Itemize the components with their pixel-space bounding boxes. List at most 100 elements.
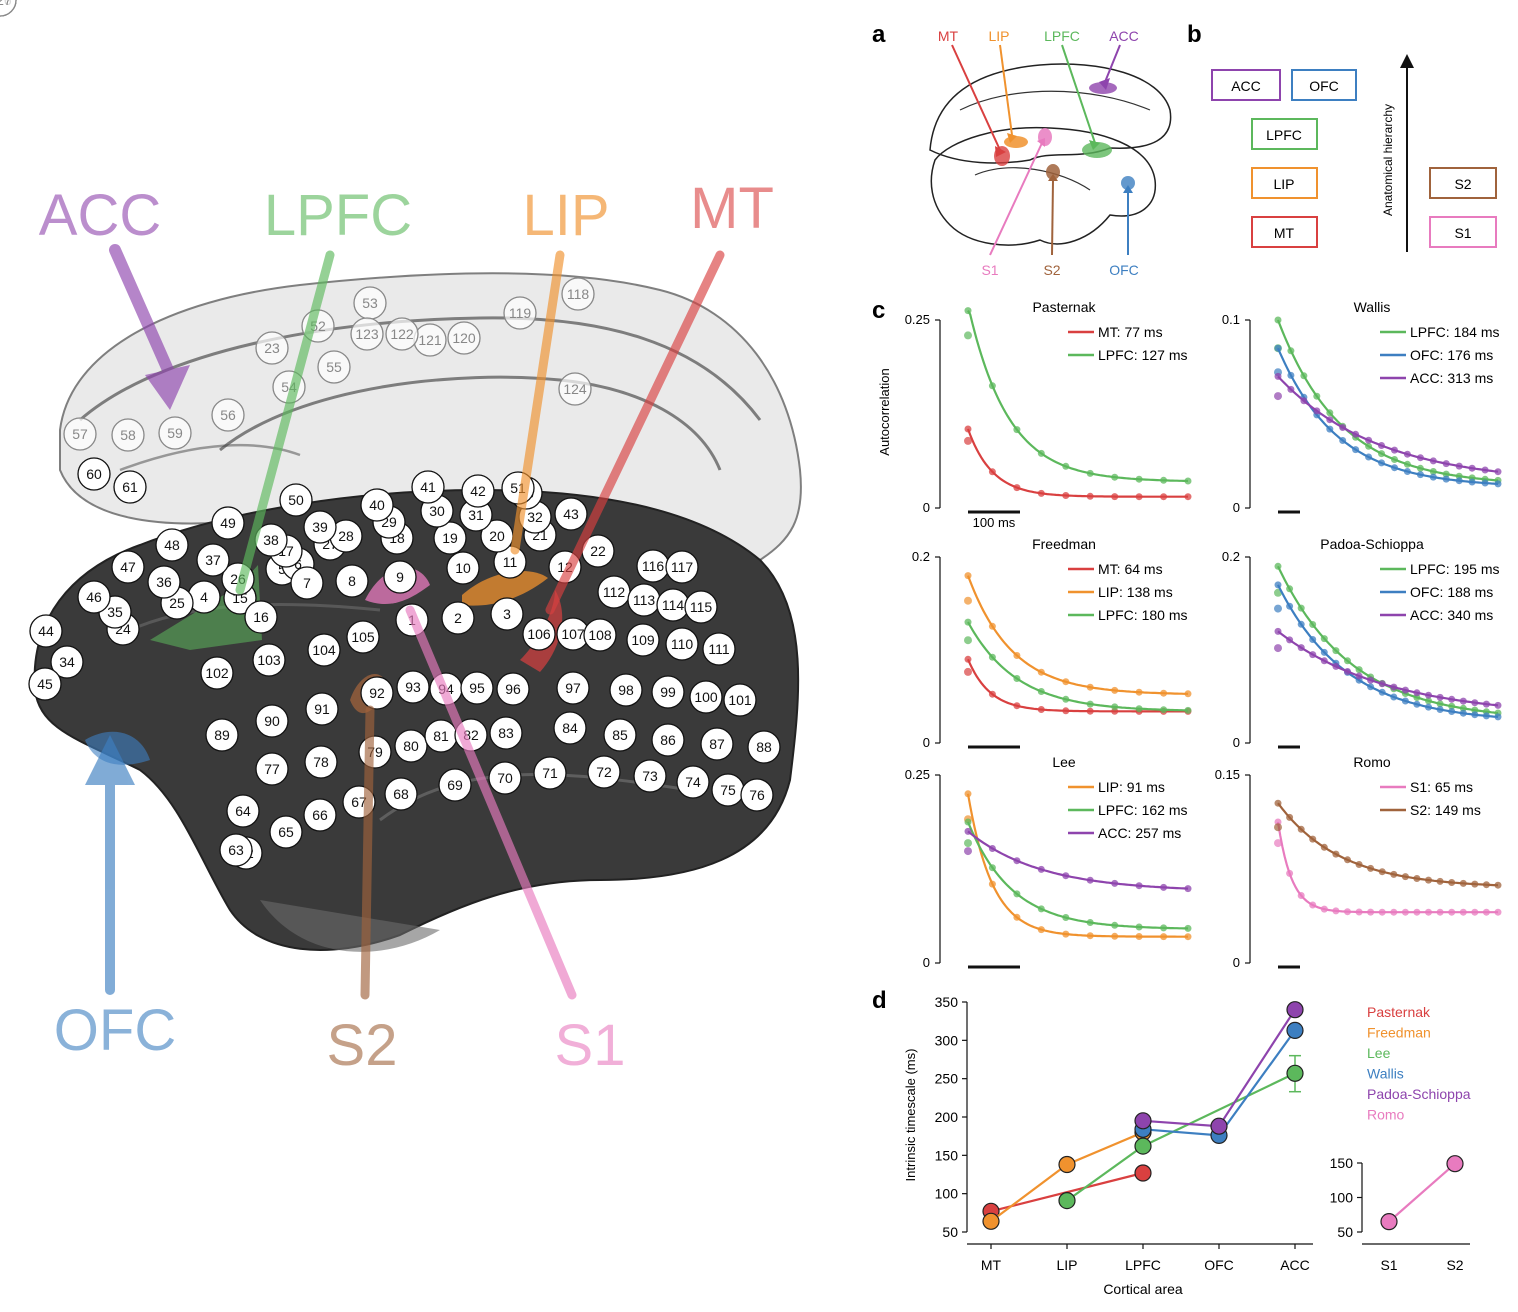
electrode-85: 85 <box>603 718 637 752</box>
data-point <box>1297 825 1305 833</box>
data-point-lag1 <box>964 331 972 340</box>
data-point <box>1037 926 1045 934</box>
data-point <box>1425 876 1432 884</box>
data-point <box>964 618 972 626</box>
electrode-123: 123 <box>350 317 384 351</box>
data-point <box>1344 856 1351 864</box>
svg-text:4: 4 <box>200 589 208 605</box>
electrode-2: 2 <box>441 601 475 635</box>
electrode-90: 90 <box>255 704 289 738</box>
legend-entry-acc: ACC: 313 ms <box>1410 370 1493 386</box>
data-point <box>1365 442 1373 450</box>
legend-entry-mt: MT: 64 ms <box>1098 561 1163 577</box>
data-point <box>1401 697 1409 705</box>
data-point <box>1459 704 1467 712</box>
electrode-109: 109 <box>626 623 660 657</box>
fit-curve-acc <box>967 830 1189 890</box>
panel-a-label-acc: ACC <box>1109 28 1139 44</box>
legend-entry-lpfc: LPFC: 195 ms <box>1410 561 1499 577</box>
electrode-91: 91 <box>305 692 339 726</box>
data-point <box>1378 688 1386 696</box>
data-point <box>1378 459 1385 467</box>
data-point <box>1442 470 1450 478</box>
electrode-112: 112 <box>597 575 631 609</box>
data-point <box>1482 908 1490 916</box>
data-point <box>1332 907 1340 915</box>
legend-entry-lip: LIP: 138 ms <box>1098 584 1173 600</box>
data-point <box>1344 668 1351 675</box>
data-point <box>1425 703 1432 711</box>
data-point <box>1086 919 1094 926</box>
subplot-padoa-schioppa: 0.2 0 Padoa-Schioppa LPFC: 195 ms OFC: 188 m… <box>1222 536 1502 750</box>
data-point <box>1274 799 1282 807</box>
electrode-10: 10 <box>446 551 480 585</box>
data-point <box>1390 693 1398 701</box>
data-point <box>1013 675 1021 682</box>
electrode-41: 41 <box>411 470 445 504</box>
electrode-80: 80 <box>394 729 428 763</box>
electrode-115: 115 <box>684 590 718 624</box>
ytick-top: 0.15 <box>1215 767 1240 782</box>
svg-text:100: 100 <box>694 689 718 705</box>
svg-text:42: 42 <box>470 483 486 499</box>
svg-text:120: 120 <box>452 330 476 346</box>
electrode-23: 23 <box>255 331 289 365</box>
panel-d-ylabel: Intrinsic timescale (ms) <box>903 1049 918 1182</box>
data-point <box>1391 446 1398 454</box>
data-point <box>1494 881 1502 889</box>
data-point <box>1326 416 1334 424</box>
scale-bar-label: 100 ms <box>973 515 1016 530</box>
data-point <box>1297 644 1305 652</box>
svg-text:85: 85 <box>612 727 628 743</box>
subplot-title: Pasternak <box>1032 299 1096 315</box>
electrode-73: 73 <box>633 759 667 793</box>
hierarchy-box-s1: S1 <box>1454 225 1471 241</box>
data-point <box>1378 868 1386 876</box>
data-point <box>1448 908 1456 916</box>
data-point <box>1367 683 1375 691</box>
svg-text:69: 69 <box>447 777 463 793</box>
data-point <box>1086 492 1094 500</box>
inset-ytick-label: 150 <box>1330 1155 1354 1171</box>
data-point <box>1401 908 1409 916</box>
ytick-top: 0.2 <box>1222 549 1240 564</box>
svg-text:55: 55 <box>326 359 342 375</box>
left-label-s1: S1 <box>555 1013 626 1078</box>
data-point <box>1184 885 1192 893</box>
panel-a-label-lip: LIP <box>988 28 1009 44</box>
svg-text:60: 60 <box>86 466 102 482</box>
electrode-89: 89 <box>205 718 239 752</box>
svg-text:107: 107 <box>561 626 585 642</box>
ytick-zero: 0 <box>923 735 930 750</box>
svg-text:81: 81 <box>433 728 449 744</box>
inset-xtick-s2: S2 <box>1446 1257 1463 1273</box>
svg-text:36: 36 <box>156 574 172 590</box>
data-point <box>1459 697 1467 705</box>
svg-text:23: 23 <box>264 340 280 356</box>
left-label-ofc: OFC <box>54 998 176 1063</box>
subplot-title: Lee <box>1052 754 1076 770</box>
electrode-103: 103 <box>252 643 286 677</box>
hierarchy-box-mt: MT <box>1274 225 1295 241</box>
data-point <box>1425 908 1432 916</box>
data-point <box>1471 699 1479 707</box>
electrode-108: 108 <box>583 618 617 652</box>
data-point <box>1062 492 1070 499</box>
area-arrows <box>85 244 725 1000</box>
data-point <box>1135 923 1143 931</box>
data-point <box>1160 924 1168 932</box>
point-lee-lpfc <box>1134 1137 1152 1155</box>
data-point <box>1367 676 1375 684</box>
electrode-105: 105 <box>346 620 380 654</box>
panel-label-d: d <box>872 987 887 1014</box>
data-point <box>988 382 996 390</box>
data-point <box>1455 462 1463 470</box>
data-point-lag1 <box>964 839 972 848</box>
data-point <box>1297 604 1305 612</box>
data-point-lag1 <box>964 596 972 605</box>
data-point <box>1494 713 1502 721</box>
data-point <box>1037 489 1045 497</box>
data-point <box>1332 850 1340 858</box>
point-padoa-schioppa-acc <box>1286 1001 1304 1019</box>
svg-text:114: 114 <box>662 597 685 613</box>
